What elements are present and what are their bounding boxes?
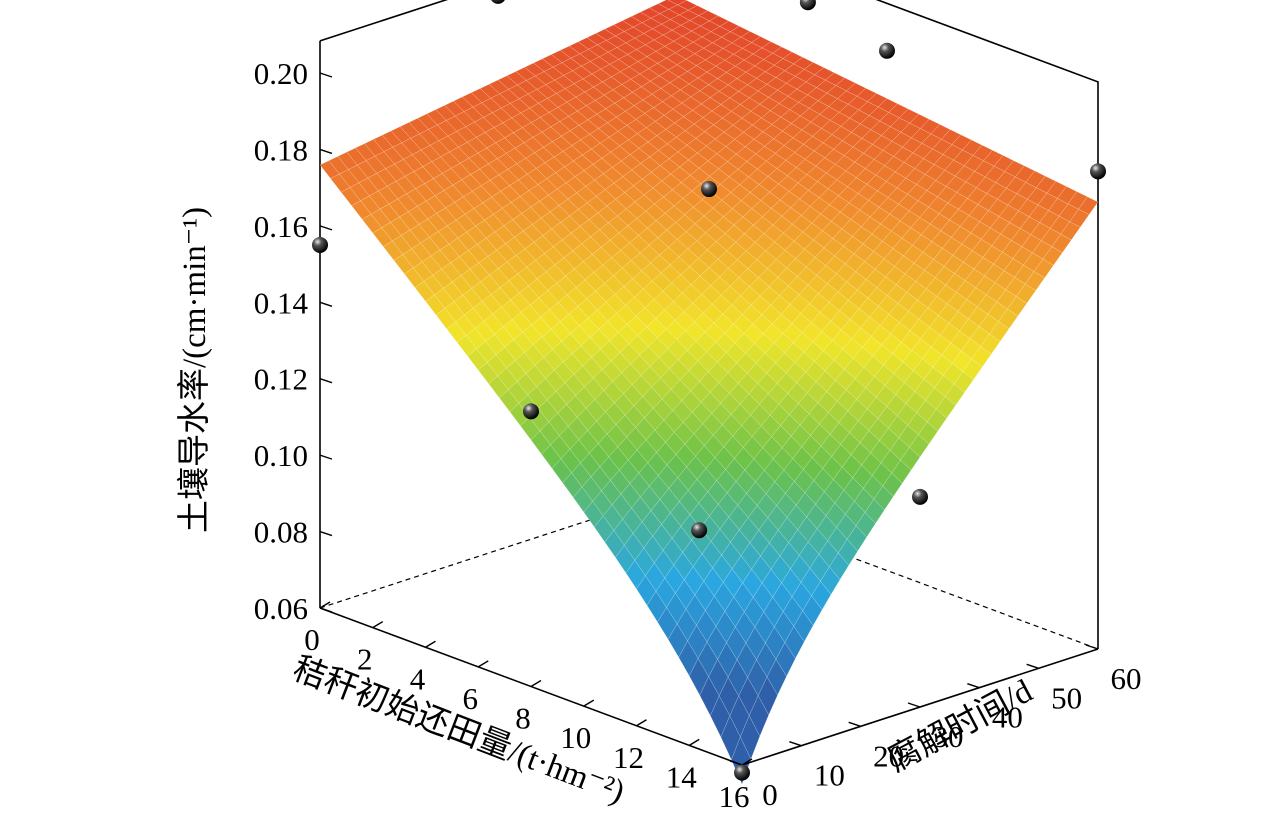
surface-cell [909, 434, 930, 458]
z-axis-label: 土壤导水率/(cm·min⁻¹) [176, 207, 213, 533]
surface-cell [873, 485, 894, 511]
x-tick-label: 2 [357, 642, 373, 677]
z-tick [319, 225, 333, 231]
x-tick [530, 679, 542, 688]
z-tick-label: 0.10 [254, 438, 308, 473]
data-points [312, 0, 1106, 781]
surface-cell [1078, 196, 1099, 215]
surface-cell [855, 511, 876, 538]
data-point [312, 236, 328, 253]
y-tick [967, 683, 980, 689]
response-surface [319, 0, 1099, 785]
x-tick [477, 660, 489, 668]
axis-ticks: 0.06 0.08 0.10 0.12 0.14 0.16 0.18 0.20 0 2 4 6 8 10 1… [254, 56, 1142, 814]
data-point [879, 42, 895, 59]
y-tick-label: 0 [762, 777, 778, 812]
x-tick-label: 12 [613, 740, 644, 775]
z-tick-label: 0.20 [254, 56, 308, 91]
back-top-edge [319, 0, 1099, 649]
y-tick [848, 721, 861, 727]
y-tick [729, 760, 743, 766]
surface-cell [1024, 271, 1045, 291]
data-point [1090, 163, 1106, 180]
data-point [491, 0, 505, 4]
z-tick-label: 0.16 [254, 209, 308, 244]
x-tick [741, 758, 753, 766]
z-tick [319, 301, 333, 307]
y-tick [789, 741, 802, 747]
y-tick-label: 40 [992, 700, 1023, 735]
x-tick-label: 8 [515, 701, 531, 736]
surface-cell [1006, 296, 1028, 317]
y-tick-label: 60 [1111, 661, 1142, 696]
z-tick [319, 454, 333, 460]
y-tick [907, 702, 921, 708]
surface-cell [962, 358, 983, 381]
z-tick [319, 72, 333, 78]
y-tick-label: 30 [933, 719, 964, 754]
y-tick-label: 20 [873, 738, 904, 773]
x-tick [583, 699, 595, 707]
z-tick-label: 0.18 [254, 132, 308, 167]
surface-cell [918, 421, 939, 445]
z-tick [319, 607, 333, 613]
z-tick-label: 0.14 [254, 285, 309, 320]
x-tick-label: 16 [719, 779, 750, 814]
data-point [701, 181, 717, 198]
z-tick-label: 0.08 [254, 515, 308, 550]
y-tick-label: 10 [814, 758, 845, 793]
x-tick [425, 640, 436, 648]
x-tick [372, 621, 384, 629]
y-tick [1085, 644, 1099, 650]
x-tick-label: 14 [666, 759, 698, 794]
data-point [523, 403, 539, 420]
x-tick-label: 10 [560, 720, 591, 755]
surface-cell [811, 580, 832, 611]
z-tick-label: 0.06 [254, 591, 308, 626]
surface-cell [1015, 283, 1037, 304]
z-tick [319, 378, 333, 384]
x-tick [636, 719, 647, 727]
z-tick [319, 148, 333, 155]
data-point [799, 0, 816, 11]
surface-cell [784, 625, 805, 660]
data-point [912, 488, 928, 505]
surface-cell [757, 676, 778, 716]
x-tick [688, 738, 700, 746]
surface-cell [1069, 208, 1090, 228]
z-tick-label: 0.12 [254, 362, 308, 397]
x-tick-label: 0 [304, 622, 320, 657]
data-point [734, 764, 750, 781]
x-tick-label: 6 [463, 681, 479, 716]
x-tick [319, 601, 331, 609]
x-tick-label: 4 [410, 661, 426, 696]
surface-cell [1033, 258, 1054, 279]
data-point [691, 522, 708, 539]
surface-cell [829, 552, 850, 581]
surface-cell [864, 498, 885, 524]
y-tick [1026, 663, 1039, 669]
surface-cell [740, 714, 761, 760]
surface-cell [891, 459, 912, 484]
z-tick [319, 530, 333, 537]
y-tick-label: 50 [1051, 680, 1082, 715]
